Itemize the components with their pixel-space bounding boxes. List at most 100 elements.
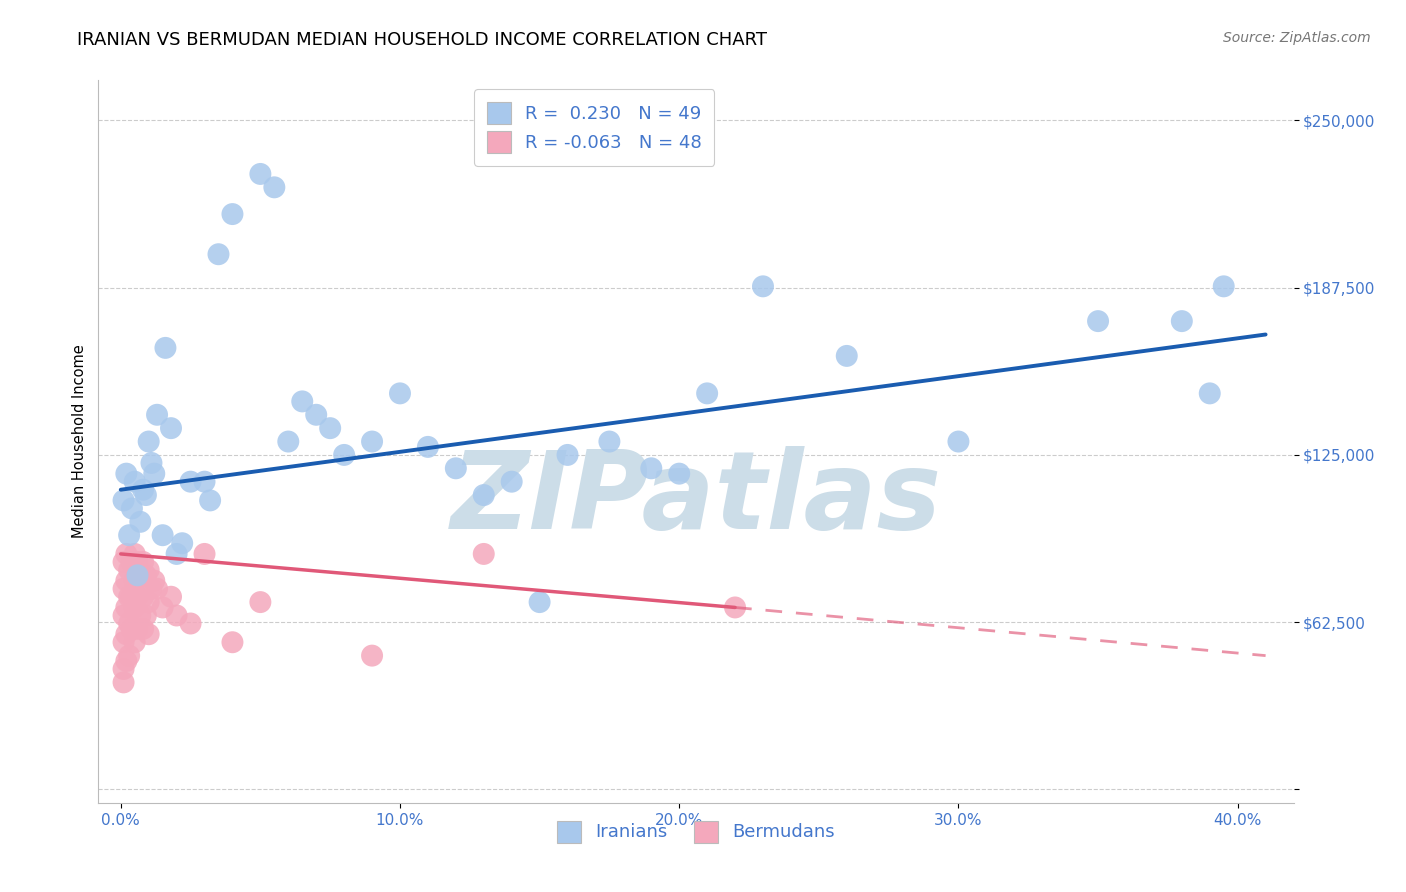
Point [388,386,411,401]
Point [1212,279,1234,293]
Point [112,635,135,649]
Point [132,590,155,604]
Point [501,475,523,489]
Point [115,574,138,588]
Y-axis label: Median Household Income: Median Household Income [72,344,87,539]
Point [305,408,328,422]
Point [129,608,152,623]
Point [472,547,495,561]
Point [135,568,157,582]
Point [263,180,285,194]
Point [166,608,188,623]
Point [1087,314,1109,328]
Point [207,247,229,261]
Point [115,547,138,561]
Point [160,421,183,435]
Point [166,547,188,561]
Point [668,467,690,481]
Point [112,555,135,569]
Point [146,582,169,596]
Text: IRANIAN VS BERMUDAN MEDIAN HOUSEHOLD INCOME CORRELATION CHART: IRANIAN VS BERMUDAN MEDIAN HOUSEHOLD INC… [77,31,768,49]
Point [143,574,166,588]
Point [198,493,221,508]
Point [361,434,384,449]
Point [124,475,146,489]
Point [146,408,169,422]
Point [127,555,149,569]
Point [529,595,551,609]
Point [160,590,183,604]
Point [1198,386,1220,401]
Point [118,563,141,577]
Point [180,616,202,631]
Point [124,600,146,615]
Point [141,456,163,470]
Point [115,654,138,668]
Point [118,590,141,604]
Point [112,662,135,676]
Point [132,483,155,497]
Point [135,608,157,623]
Point [118,528,141,542]
Point [180,475,202,489]
Point [221,207,243,221]
Point [132,622,155,636]
Point [112,493,135,508]
Point [138,434,160,449]
Point [640,461,662,475]
Point [132,555,155,569]
Point [129,568,152,582]
Point [124,635,146,649]
Text: Source: ZipAtlas.com: Source: ZipAtlas.com [1223,31,1371,45]
Point [118,648,141,663]
Point [115,467,138,481]
Point [752,279,775,293]
Point [319,421,342,435]
Point [948,434,970,449]
Point [143,467,166,481]
Point [121,555,143,569]
Point [124,574,146,588]
Point [277,434,299,449]
Point [112,608,135,623]
Point [155,341,177,355]
Point [152,528,174,542]
Text: ZIPatlas: ZIPatlas [450,446,942,552]
Point [193,547,215,561]
Point [135,488,157,502]
Point [129,515,152,529]
Point [696,386,718,401]
Point [121,622,143,636]
Point [444,461,467,475]
Point [835,349,858,363]
Legend: Iranians, Bermudans: Iranians, Bermudans [544,808,848,855]
Point [141,582,163,596]
Point [221,635,243,649]
Point [1171,314,1194,328]
Point [121,501,143,516]
Point [724,600,747,615]
Point [115,627,138,641]
Point [249,167,271,181]
Point [472,488,495,502]
Point [598,434,620,449]
Point [118,616,141,631]
Point [115,600,138,615]
Point [124,547,146,561]
Point [121,590,143,604]
Point [127,590,149,604]
Point [193,475,215,489]
Point [416,440,439,454]
Point [291,394,314,409]
Point [127,568,149,582]
Point [361,648,384,663]
Point [112,582,135,596]
Point [112,675,135,690]
Point [138,563,160,577]
Point [127,622,149,636]
Point [138,627,160,641]
Point [249,595,271,609]
Point [172,536,194,550]
Point [557,448,579,462]
Point [333,448,356,462]
